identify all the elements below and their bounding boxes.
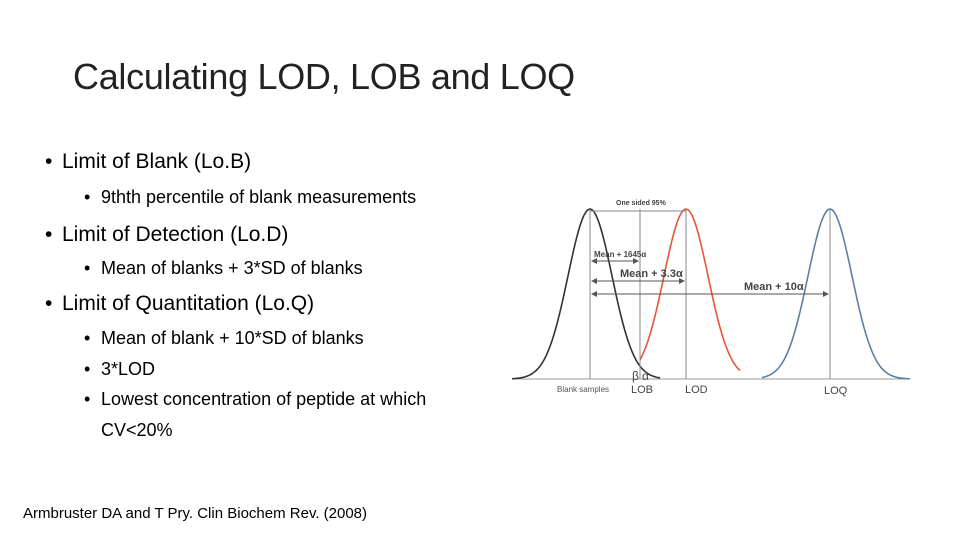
lod-figure: One sided 95% Mean + 1645α Mean + 3.3α M… (511, 200, 911, 397)
bullet: • Limit of Quantitation (Lo.Q) (45, 292, 315, 315)
figure-label: Blank samples (557, 385, 609, 394)
bullet: • Limit of Blank (Lo.B) (45, 150, 252, 173)
figure-label: One sided 95% (616, 200, 667, 207)
citation: Armbruster DA and T Pry. Clin Biochem Re… (23, 505, 368, 522)
loq-curve (761, 208, 911, 380)
blank-curve (511, 208, 661, 380)
bullet-text: Limit of Blank (Lo.B) (62, 150, 252, 173)
lod-curve (639, 208, 741, 372)
sub-bullet-text: 3*LOD (101, 359, 156, 379)
sub-bullet: • Mean of blanks + 3*SD of blanks (84, 258, 363, 278)
figure-label: Mean + 10α (744, 281, 804, 293)
figure-label: β (632, 369, 639, 383)
sub-bullet: • Mean of blank + 10*SD of blanks (84, 328, 364, 348)
sub-bullet-text: Mean of blanks + 3*SD of blanks (101, 258, 363, 278)
bullet-text: Limit of Quantitation (Lo.Q) (62, 292, 315, 315)
arrows (591, 258, 829, 297)
figure-label: Mean + 1645α (594, 250, 646, 259)
sub-bullet: • 9thth percentile of blank measurements (84, 187, 417, 207)
figure-label: α (642, 369, 649, 383)
figure-label: LOB (631, 384, 653, 396)
sub-bullet-text: Mean of blank + 10*SD of blanks (101, 328, 364, 348)
figure-label: Mean + 3.3α (620, 268, 683, 280)
sub-bullet-text: Lowest concentration of peptide at which… (101, 389, 427, 440)
bullet-text: Limit of Detection (Lo.D) (62, 223, 289, 246)
sub-bullet: • 3*LOD (84, 359, 156, 379)
sub-bullet-text: 9thth percentile of blank measurements (101, 187, 417, 207)
sub-bullet: • Lowest concentration of peptide at whic… (84, 389, 427, 440)
figure-label: LOD (685, 384, 708, 396)
bullet: • Limit of Detection (Lo.D) (45, 223, 289, 246)
slide-title: Calculating LOD, LOB and LOQ (73, 56, 575, 97)
figure-label: LOQ (824, 385, 848, 397)
